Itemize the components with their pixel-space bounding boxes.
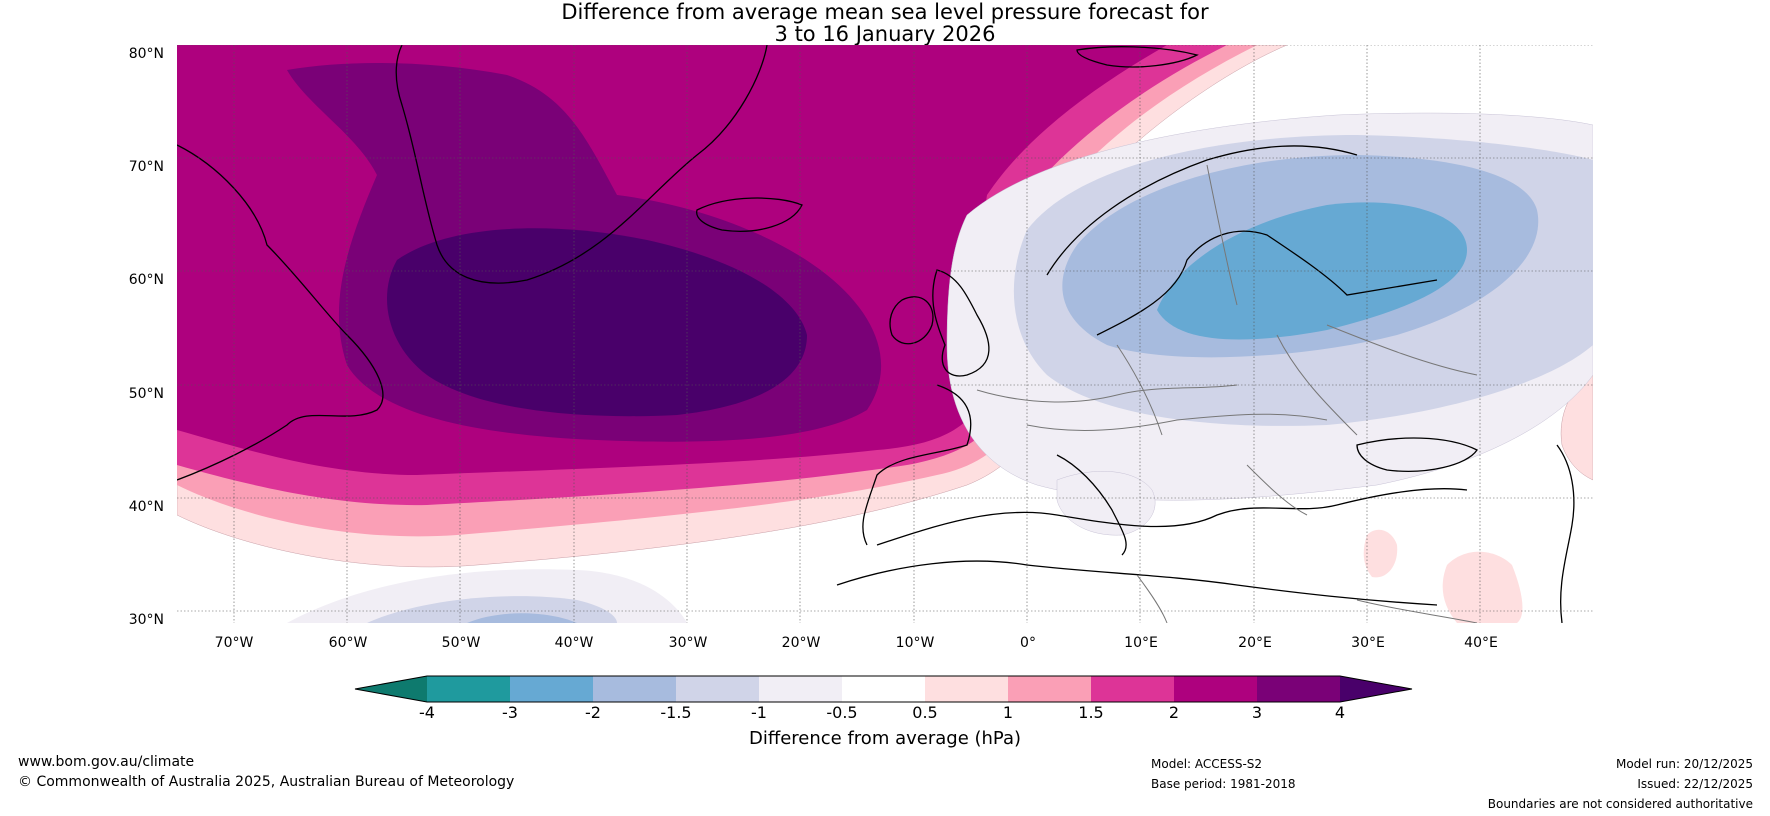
colorbar-segment [1008, 676, 1091, 702]
caspian-east-coast [1556, 444, 1575, 623]
colorbar-tick-label: 2 [1168, 703, 1180, 722]
colorbar-tick-label: 1.5 [1078, 703, 1104, 722]
lon-label-20e: 20°E [1238, 635, 1272, 651]
colorbar-segment [1174, 676, 1257, 702]
boundary-line [976, 384, 1238, 403]
footer-issued: Issued: 22/12/2025 [1637, 777, 1753, 791]
contour-4 [387, 228, 807, 417]
lat-label-80n: 80°N [128, 46, 164, 62]
coastlines [177, 45, 1575, 623]
colorbar-tick-label: 4 [1334, 703, 1346, 722]
footer-website: www.bom.gov.au/climate [18, 754, 195, 770]
lon-label-10w: 10°W [895, 635, 935, 651]
colorbar-segment [842, 676, 925, 702]
lon-label-30w: 30°W [668, 635, 708, 651]
lat-label-40n: 40°N [128, 499, 164, 515]
black-sea-coast [1356, 437, 1478, 472]
lat-label-60n: 60°N [128, 272, 164, 288]
colorbar-tick-label: -2 [585, 703, 601, 722]
footer-copyright: © Commonwealth of Australia 2025, Austra… [18, 774, 515, 790]
boundary-line [1026, 413, 1328, 431]
footer-base-period: Base period: 1981-2018 [1151, 777, 1296, 791]
graticule [177, 45, 1593, 623]
contour-neg-1.5-south [467, 613, 577, 623]
colorbar-segment [593, 676, 676, 702]
colorbar-tick-label: -0.5 [826, 703, 858, 722]
pressure-anomaly-map [177, 45, 1593, 623]
national-boundaries [976, 164, 1478, 623]
colorbar-extend-high [1340, 676, 1412, 702]
colorbar-segment [1091, 676, 1174, 702]
footer-disclaimer: Boundaries are not considered authoritat… [1487, 797, 1753, 811]
lon-label-40w: 40°W [554, 635, 594, 651]
contour-0.5-med [1363, 529, 1398, 578]
svalbard-coast [1076, 46, 1199, 68]
lat-label-30n: 30°N [128, 612, 164, 628]
colorbar-tick-label: -1.5 [660, 703, 692, 722]
colorbar-outline [354, 675, 1413, 703]
boundary-line [1326, 324, 1478, 376]
colorbar-segment [759, 676, 842, 702]
colorbar-tick-label: 0.5 [912, 703, 938, 722]
boundary-line [1356, 599, 1478, 623]
iceland-coast [696, 197, 803, 232]
colorbar-tick-label: -1 [751, 703, 767, 722]
contour-0.5-levant [1442, 551, 1523, 623]
italy-coast [1056, 454, 1127, 556]
boundary-line [1246, 464, 1308, 516]
lat-label-50n: 50°N [128, 386, 164, 402]
chart-title-line2: 3 to 16 January 2026 [774, 22, 996, 46]
lon-label-40e: 40°E [1464, 635, 1498, 651]
map-canvas [177, 45, 1593, 623]
colorbar-tick-label: 1 [1002, 703, 1014, 722]
chart-title-line1: Difference from average mean sea level p… [561, 0, 1209, 24]
colorbar-tick-label: 3 [1251, 703, 1263, 722]
greenland-coast [395, 45, 768, 284]
colorbar-segment [1257, 676, 1340, 702]
ireland-coast [889, 296, 934, 345]
lon-label-70w: 70°W [214, 635, 254, 651]
colorbar [354, 675, 1413, 703]
canada-coast [177, 144, 384, 481]
boundary-line [1206, 164, 1238, 306]
britain-coast [932, 269, 990, 377]
lon-label-60w: 60°W [328, 635, 368, 651]
colorbar-segment [510, 676, 593, 702]
boundary-line [1276, 334, 1358, 436]
lon-label-20w: 20°W [781, 635, 821, 651]
boundary-line [1136, 574, 1168, 623]
colorbar-tick-label: -4 [419, 703, 435, 722]
lon-label-30e: 30°E [1351, 635, 1385, 651]
lon-label-0: 0° [1020, 635, 1036, 651]
boundary-line [1116, 344, 1163, 436]
lat-label-70n: 70°N [128, 159, 164, 175]
mediterranean-coast [876, 488, 1468, 546]
lon-label-50w: 50°W [441, 635, 481, 651]
footer-model-run: Model run: 20/12/2025 [1615, 757, 1753, 771]
colorbar-extend-low [355, 676, 427, 702]
colorbar-label: Difference from average (hPa) [748, 728, 1022, 749]
colorbar-segment [427, 676, 510, 702]
norway-coast [1046, 145, 1358, 276]
colorbar-tick-label: -3 [502, 703, 518, 722]
colorbar-segment [676, 676, 759, 702]
europe-west-coast [862, 384, 972, 546]
lon-label-10e: 10°E [1124, 635, 1158, 651]
sweden-finland-coast [1096, 230, 1438, 336]
colorbar-segment [925, 676, 1008, 702]
africa-north-coast [836, 560, 1438, 606]
footer-model: Model: ACCESS-S2 [1151, 757, 1263, 771]
